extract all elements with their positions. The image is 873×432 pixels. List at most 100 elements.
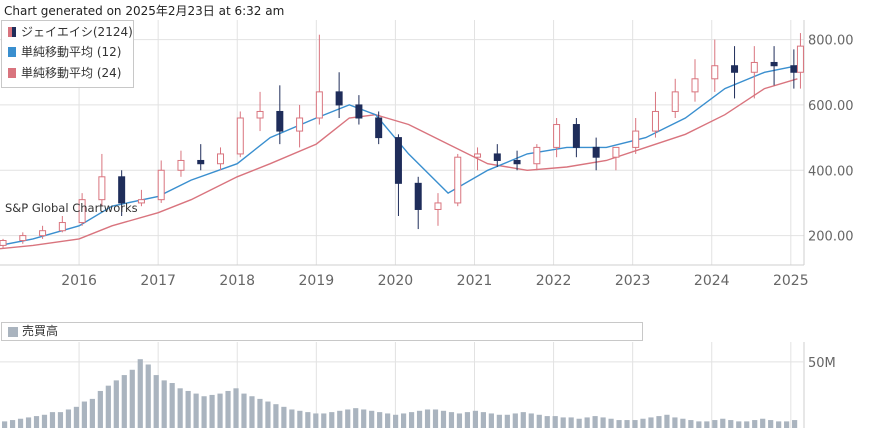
volume-bar <box>329 412 335 428</box>
y-tick-label: 200.00 <box>808 230 854 245</box>
x-axis-tick-labels: 2016 2017 2018 2019 2020 2021 2022 2023 2024 2025 <box>61 273 808 289</box>
volume-bar <box>632 420 638 428</box>
volume-bar <box>712 420 718 428</box>
volume-bar <box>401 413 407 428</box>
volume-bar <box>688 420 694 428</box>
sma12-path <box>0 65 798 247</box>
candle-up <box>137 199 145 204</box>
volume-bar <box>113 380 119 428</box>
volume-axis-tick-labels: 50M <box>808 356 836 371</box>
volume-bar <box>129 369 135 428</box>
volume-bar <box>281 406 287 428</box>
volume-bar <box>448 412 455 428</box>
candle-down <box>731 65 739 73</box>
volume-bar <box>696 421 702 428</box>
candle-down <box>414 182 422 210</box>
chart-generated-text: Chart generated on 2025年2月23日 at 6:32 am <box>4 4 285 18</box>
volume-bar <box>768 420 774 428</box>
volume-bar <box>393 414 399 428</box>
candle-up <box>256 110 264 119</box>
volume-bar <box>544 416 550 428</box>
volume-bar <box>193 393 199 428</box>
candle-up <box>78 199 86 224</box>
volume-bar <box>584 417 590 428</box>
volume-bar <box>145 364 151 428</box>
volume-bar <box>369 410 375 428</box>
x-tick-label: 2019 <box>299 273 335 289</box>
candle-up <box>0 240 7 246</box>
sma24-line <box>0 78 798 250</box>
candle-up <box>651 110 659 132</box>
volume-bar <box>464 412 471 428</box>
candle-down <box>335 91 343 106</box>
volume-legend[interactable]: 売買高 <box>1 322 643 341</box>
volume-bar <box>377 412 383 428</box>
volume-bar <box>416 410 423 428</box>
y-tick-label: 400.00 <box>808 164 854 179</box>
volume-bar <box>616 420 622 428</box>
volume-bar <box>313 413 319 428</box>
volume-bar <box>496 414 502 428</box>
volume-bar <box>41 414 48 428</box>
volume-bar <box>321 413 327 428</box>
volume-bar <box>217 393 223 428</box>
legend-item-price[interactable]: ジェイエイシ(2124) <box>8 24 133 40</box>
volume-bar <box>552 416 558 428</box>
volume-bar <box>361 409 367 428</box>
x-tick-label: 2020 <box>378 273 414 289</box>
candle-up <box>796 45 804 73</box>
volume-bar <box>792 420 798 428</box>
x-tick-label: 2022 <box>536 273 572 289</box>
legend-item-sma24[interactable]: 単純移動平均 (24) <box>8 65 121 81</box>
volume-bar <box>153 375 159 428</box>
candle-up <box>19 235 27 242</box>
candle-up <box>236 117 244 155</box>
volume-bar <box>65 409 72 428</box>
volume-bar <box>576 418 582 428</box>
volume-bar <box>297 410 303 428</box>
volume-bar <box>249 396 255 428</box>
price-legend: ジェイエイシ(2124) 単純移動平均 (12) 単純移動平均 (24) <box>1 20 134 88</box>
candle-down <box>513 159 521 165</box>
volume-bar <box>25 417 32 428</box>
legend-item-sma12[interactable]: 単純移動平均 (12) <box>8 44 121 60</box>
volume-bar <box>137 359 143 428</box>
volume-bar <box>9 420 16 428</box>
candle-up <box>750 61 758 73</box>
volume-bar <box>225 390 231 428</box>
volume-bar <box>105 385 111 428</box>
candle-swatch-icon <box>8 27 16 37</box>
volume-bar <box>273 404 279 428</box>
volume-bar <box>656 416 662 428</box>
volume-bar <box>345 409 351 428</box>
legend-label: 単純移動平均 (12) <box>21 45 122 59</box>
volume-bar <box>784 421 790 428</box>
candle-up <box>217 153 225 165</box>
volume-bar <box>560 417 566 428</box>
candle-up <box>58 222 66 232</box>
volume-bar <box>760 418 766 428</box>
volume-bar <box>81 401 87 428</box>
volume-bar <box>600 417 606 428</box>
volume-bar <box>736 421 742 428</box>
candle-up <box>711 65 719 80</box>
candle-up <box>553 124 561 148</box>
volume-bar <box>640 418 646 428</box>
candle-down <box>572 124 580 148</box>
volume-bar <box>472 410 479 428</box>
candle-up <box>315 91 323 119</box>
volume-bar <box>776 421 782 428</box>
volume-bar <box>33 416 40 428</box>
y-axis-tick-labels: 200.00 400.00 600.00 800.00 <box>808 34 854 245</box>
x-tick-label: 2025 <box>773 273 809 289</box>
volume-bar <box>536 414 542 428</box>
volume-bar <box>97 390 103 428</box>
volume-bar <box>57 412 64 428</box>
volume-bar <box>520 412 526 428</box>
volume-bar <box>624 420 630 428</box>
data-source-credit: S&P Global Chartworks <box>5 201 138 215</box>
candle-up <box>98 176 106 201</box>
volume-bar <box>233 388 239 428</box>
volume-legend-label: 売買高 <box>22 324 59 338</box>
